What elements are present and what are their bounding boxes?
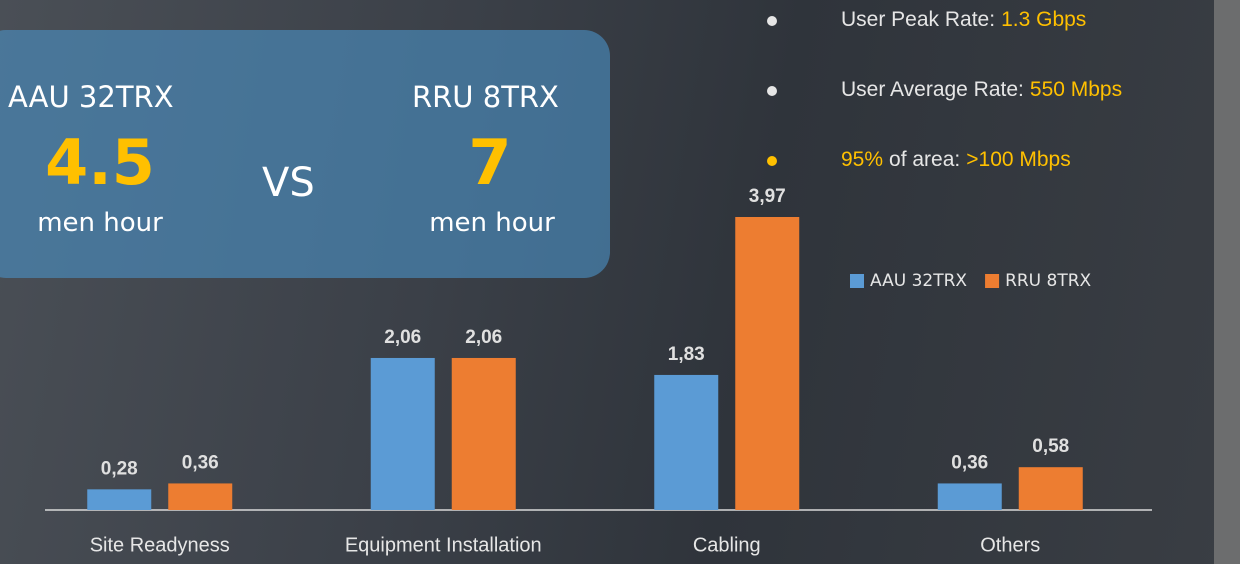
highlight-text: User Average Rate: — [841, 78, 1024, 102]
legend-swatch — [850, 274, 864, 288]
x-tick-label: Site Readyness — [90, 534, 230, 556]
highlight-text: 550 Mbps — [1030, 78, 1122, 102]
value-label: 0,58 — [1032, 436, 1069, 457]
value-label: 2,06 — [384, 327, 421, 348]
legend-swatch — [985, 274, 999, 288]
value-label: 0,28 — [101, 458, 138, 479]
panel-left-title: AAU 32TRX — [8, 80, 174, 114]
bar — [87, 489, 151, 510]
panel-right-unit: men hour — [429, 208, 555, 238]
panel-right-title: RRU 8TRX — [412, 80, 559, 114]
x-tick-label: Cabling — [693, 534, 761, 556]
bullet — [767, 16, 777, 26]
bullet — [767, 86, 777, 96]
value-label: 0,36 — [951, 452, 988, 473]
highlight-text: User Peak Rate: — [841, 8, 995, 32]
highlight-text: 1.3 Gbps — [1001, 8, 1086, 32]
bar — [654, 375, 718, 510]
x-tick-label: Equipment Installation — [345, 534, 542, 556]
bar — [371, 358, 435, 510]
bar — [1019, 467, 1083, 510]
slide: Site Readyness 0,28 0,36 Equipment Installa… — [0, 0, 1240, 564]
legend-label: AAU 32TRX — [870, 271, 967, 291]
panel-left-value: 4.5 — [45, 132, 155, 194]
value-label: 2,06 — [465, 327, 502, 348]
panel-left-unit: men hour — [37, 208, 163, 238]
bar — [168, 483, 232, 510]
bar — [938, 483, 1002, 510]
bar — [735, 217, 799, 510]
highlight-row: User Average Rate:550 Mbps — [762, 78, 1128, 148]
legend-label: RRU 8TRX — [1005, 271, 1091, 291]
value-label: 1,83 — [668, 344, 705, 365]
value-label: 0,36 — [182, 452, 219, 473]
bar — [452, 358, 516, 510]
highlight-row: User Peak Rate:1.3 Gbps — [762, 8, 1128, 78]
x-tick-label: Others — [980, 534, 1040, 556]
highlight-row: 95%of area:>100 Mbps — [762, 148, 1128, 218]
panel-right-value: 7 — [468, 132, 511, 194]
comparison-panel: AAU 32TRX 4.5 men hour VS RRU 8TRX 7 men… — [0, 30, 610, 278]
highlight-text: 95% — [841, 148, 883, 172]
panel-separator: VS — [262, 160, 315, 206]
highlight-text: >100 Mbps — [966, 148, 1071, 172]
highlight-text: of area: — [889, 148, 960, 172]
bullet — [767, 156, 777, 166]
